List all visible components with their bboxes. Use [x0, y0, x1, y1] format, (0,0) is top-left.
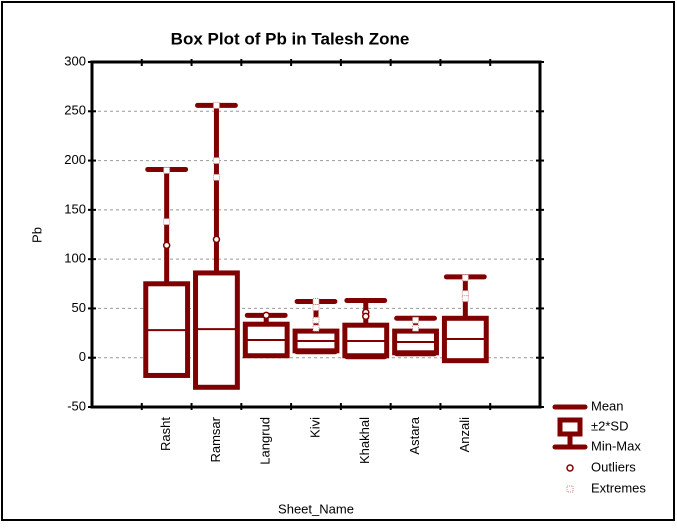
legend-label: Min-Max: [591, 438, 641, 453]
y-tick-label: 250: [64, 103, 86, 118]
outlier: [212, 235, 221, 244]
extreme: [212, 157, 220, 165]
x-tick-label: Anzali: [457, 417, 472, 453]
x-tick-label: Rasht: [158, 417, 173, 451]
y-tick-label: 300: [64, 53, 86, 68]
plot-frame: [90, 60, 542, 409]
legend-label: Mean: [591, 398, 624, 413]
outlier: [262, 311, 270, 320]
legend-extreme: [566, 485, 574, 493]
extreme: [163, 218, 171, 226]
x-tick-label: Khakhal: [357, 417, 372, 464]
legend-label: Extremes: [591, 480, 646, 495]
y-tick-label: 100: [64, 251, 86, 266]
extreme: [412, 324, 420, 332]
extreme: [412, 316, 420, 324]
legend-label: ±2*SD: [591, 418, 628, 433]
x-tick-label: Langrud: [258, 417, 273, 465]
x-axis-label: Sheet_Name: [278, 501, 354, 516]
legend-label: Outliers: [591, 459, 636, 474]
y-tick-label: 50: [72, 300, 86, 315]
extreme: [312, 316, 320, 324]
extreme: [312, 298, 320, 306]
y-tick-label: 200: [64, 152, 86, 167]
x-tick-label: Kivi: [307, 417, 322, 438]
extreme: [212, 101, 220, 109]
x-tick-label: Astara: [407, 416, 422, 454]
legend-outlier: [566, 464, 574, 472]
y-tick-label: 150: [64, 201, 86, 216]
extreme: [461, 274, 469, 282]
outlier: [362, 312, 370, 321]
outlier: [162, 241, 171, 250]
legend-box: [557, 417, 583, 437]
x-tick-label: Ramsar: [208, 416, 223, 462]
chart-title: Box Plot of Pb in Talesh Zone: [171, 29, 410, 48]
extreme: [312, 303, 320, 311]
extreme: [212, 173, 220, 181]
y-tick-label: -50: [67, 398, 86, 413]
extreme: [461, 295, 469, 303]
extreme: [312, 324, 320, 332]
y-tick-label: 0: [79, 349, 86, 364]
extreme: [163, 166, 171, 174]
y-axis-label: Pb: [29, 227, 44, 243]
